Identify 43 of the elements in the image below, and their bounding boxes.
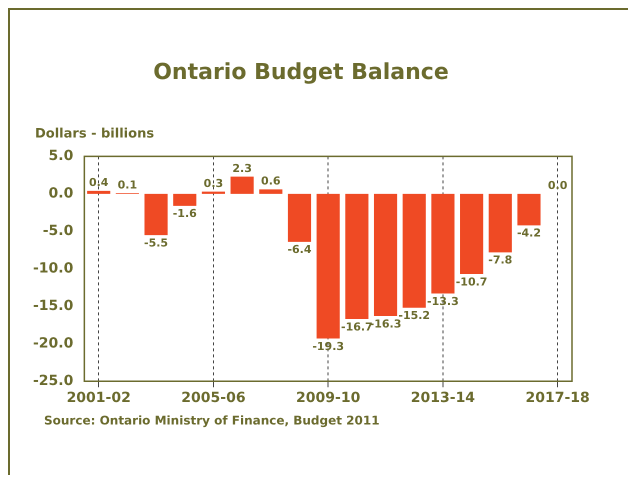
- y-tick-label: 5.0: [48, 148, 74, 164]
- x-tick-label: 2009-10: [296, 390, 361, 406]
- bar: [259, 189, 282, 194]
- y-tick-label: -25.0: [32, 372, 74, 389]
- data-label: 0.6: [261, 174, 281, 188]
- data-label: 0.1: [118, 178, 138, 192]
- bar: [288, 194, 312, 242]
- y-axis-title: Dollars - billions: [35, 126, 154, 142]
- data-label: -6.4: [287, 243, 312, 256]
- x-tick-label: 2005-06: [181, 390, 246, 406]
- bar: [402, 194, 426, 308]
- x-tick-label: 2001-02: [66, 390, 131, 406]
- bar: [431, 194, 454, 294]
- data-label: -19.3: [312, 340, 344, 353]
- bar: [316, 194, 340, 338]
- x-tick-label: 2013-14: [410, 390, 476, 406]
- data-label: -13.3: [427, 294, 459, 308]
- chart-title: Ontario Budget Balance: [153, 60, 449, 85]
- data-label: 0.0: [548, 179, 568, 192]
- data-label: 0.3: [204, 176, 224, 190]
- x-tick-label: 2017-18: [526, 390, 590, 406]
- data-label: -7.8: [488, 254, 512, 267]
- bar: [173, 194, 196, 206]
- bar: [87, 190, 110, 194]
- source-note: Source: Ontario Ministry of Finance, Budget 2011: [44, 413, 380, 428]
- bar: [374, 194, 398, 316]
- bar: [517, 194, 541, 226]
- bar: [230, 176, 254, 194]
- y-tick-label: -10.0: [32, 260, 74, 276]
- bar: [488, 194, 512, 252]
- y-tick-label: -5.0: [42, 222, 74, 239]
- y-tick-label: -20.0: [32, 335, 74, 352]
- y-tick-label: -15.0: [32, 298, 74, 314]
- data-label: -10.7: [456, 275, 488, 288]
- data-label: -1.6: [172, 207, 198, 220]
- bar: [460, 194, 484, 274]
- bar: [144, 194, 168, 236]
- bar: [345, 194, 368, 320]
- data-label: 2.3: [232, 162, 252, 175]
- y-tick-label: 0.0: [48, 186, 74, 202]
- data-label: -4.2: [516, 226, 542, 240]
- data-label: 0.4: [88, 176, 109, 190]
- data-label: -5.5: [144, 236, 168, 250]
